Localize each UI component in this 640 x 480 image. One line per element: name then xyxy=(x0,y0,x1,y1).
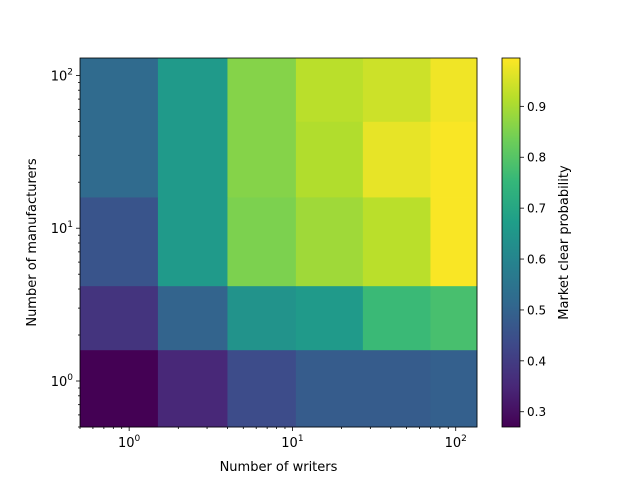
y-tick-label: 101 xyxy=(51,220,73,237)
heatmap-cell xyxy=(362,121,431,198)
x-axis-label: Number of writers xyxy=(220,460,338,475)
plot-frame xyxy=(79,57,478,428)
colorbar-tick-label: 0.4 xyxy=(527,354,546,368)
heatmap-cell xyxy=(157,197,228,287)
x-tick-label: 100 xyxy=(118,434,141,451)
heatmap-cell xyxy=(430,285,478,351)
heatmap-cell xyxy=(80,197,159,287)
heatmap-cell xyxy=(80,58,159,122)
x-tick-label: 101 xyxy=(281,434,303,451)
x-tick-label: 102 xyxy=(445,434,467,451)
colorbar-tick-label: 0.9 xyxy=(527,100,546,114)
heatmap-cell xyxy=(430,197,478,287)
colorbar-frame xyxy=(501,57,521,428)
heatmap-cell xyxy=(362,58,431,122)
heatmap-cell xyxy=(157,285,228,351)
heatmap-cell xyxy=(227,285,297,351)
y-tick-label: 100 xyxy=(51,373,74,390)
heatmap-cell xyxy=(362,197,431,287)
colorbar-tick-label: 0.5 xyxy=(527,303,546,317)
heatmap-cell xyxy=(157,349,228,428)
x-axis-ticks: 100 101 102 xyxy=(79,427,467,451)
heatmap-cell xyxy=(80,121,159,198)
colorbar-tick-label: 0.3 xyxy=(527,405,546,419)
heatmap-cell xyxy=(227,121,297,198)
heatmap-cell xyxy=(430,121,478,198)
heatmap-cell xyxy=(227,349,297,428)
colorbar-tick-label: 0.6 xyxy=(527,253,546,267)
heatmap-cell xyxy=(295,58,364,122)
heatmap-cell xyxy=(362,285,431,351)
heatmap-cell xyxy=(295,349,364,428)
heatmap-cell xyxy=(227,197,297,287)
heatmap-cell xyxy=(227,58,297,122)
colorbar-tick-label: 0.8 xyxy=(527,151,546,165)
heatmap-cell xyxy=(430,349,478,428)
heatmap-cell xyxy=(295,285,364,351)
heatmap-cell xyxy=(80,349,159,428)
heatmap-cell xyxy=(295,197,364,287)
colorbar xyxy=(502,58,520,427)
colorbar-tick-label: 0.7 xyxy=(527,202,546,216)
heatmap-cell xyxy=(157,121,228,198)
heatmap-cell xyxy=(362,349,431,428)
heatmap-cells xyxy=(80,58,478,428)
heatmap-cell xyxy=(157,58,228,122)
y-axis-ticks: 100 101 102 xyxy=(51,67,80,428)
heatmap-cell xyxy=(80,285,159,351)
y-tick-label: 102 xyxy=(51,67,73,84)
y-axis-label: Number of manufacturers xyxy=(25,158,40,327)
colorbar-label: Market clear probability xyxy=(557,165,572,320)
heatmap-cell xyxy=(295,121,364,198)
colorbar-ticks: 0.3 0.4 0.5 0.6 0.7 0.8 0.9 xyxy=(520,100,546,419)
heatmap-cell xyxy=(430,58,478,122)
